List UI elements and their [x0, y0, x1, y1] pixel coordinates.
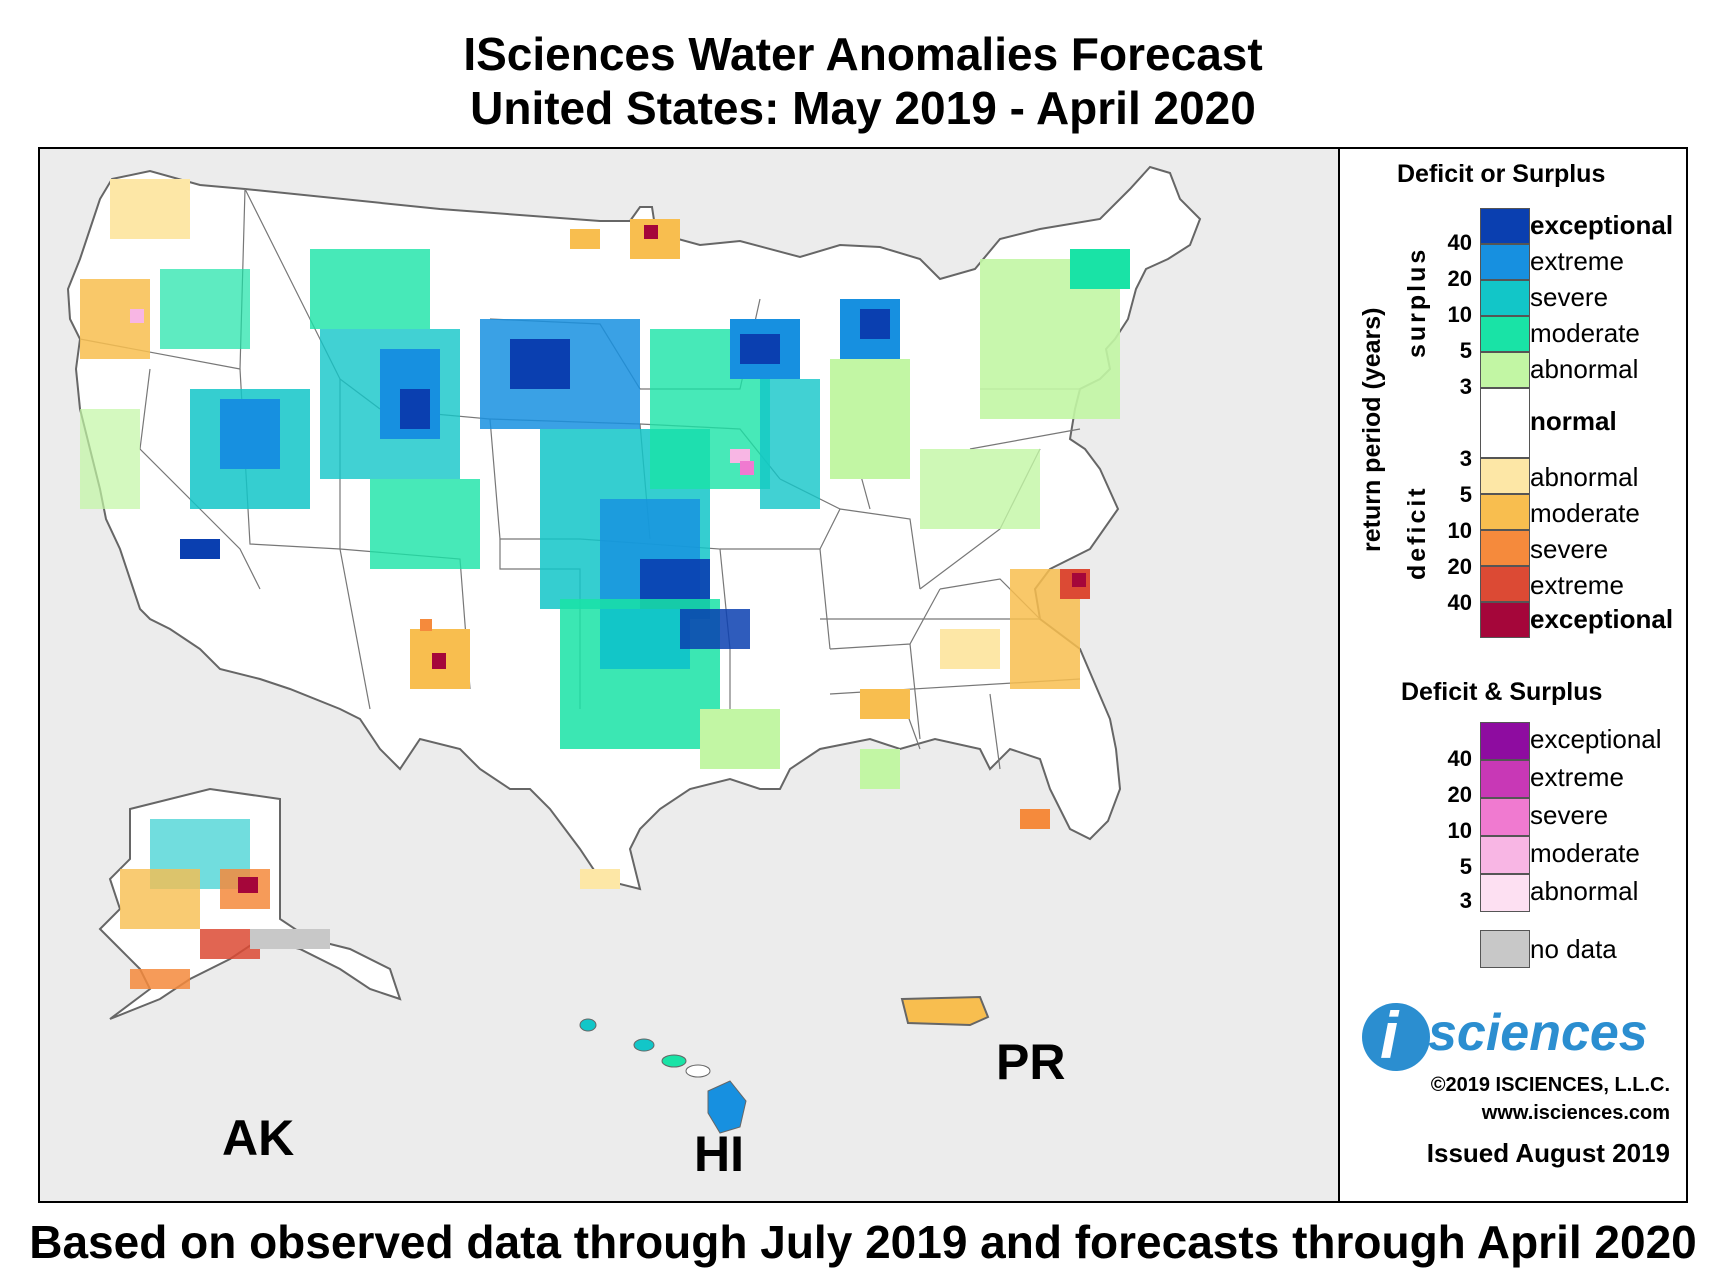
swatch-normal [1480, 388, 1530, 458]
legend-title-deficit-and-surplus: Deficit & Surplus [1401, 678, 1603, 706]
swatch-surplus-extreme [1480, 244, 1530, 280]
swatch-deficit-moderate [1480, 494, 1530, 530]
issued-date: Issued August 2019 [1426, 1138, 1670, 1168]
tick-deficit-5: 5 [1459, 482, 1472, 507]
alaska-label: AK [222, 1110, 295, 1166]
isciences-logo-icon [1362, 1003, 1430, 1071]
legend-deficit-label: deficit [1403, 485, 1431, 580]
tick-deficit-20: 20 [1447, 554, 1472, 579]
legend-label-deficit-extreme: extreme [1530, 570, 1624, 600]
swatch-both-exceptional [1480, 722, 1530, 760]
swatch-both-moderate [1480, 836, 1530, 874]
swatch-surplus-severe [1480, 280, 1530, 316]
swatch-both-abnormal [1480, 874, 1530, 912]
legend-label-deficit-moderate: moderate [1530, 498, 1640, 528]
tick-deficit-3: 3 [1459, 446, 1472, 471]
swatch-deficit-abnormal [1480, 458, 1530, 494]
figure-frame [38, 147, 1688, 1203]
tick-both-20: 20 [1447, 782, 1472, 807]
legend-label-deficit-severe: severe [1530, 534, 1609, 564]
legend-label-both-severe: severe [1530, 800, 1609, 830]
both-cells [130, 309, 754, 475]
legend-label-both-abnormal: abnormal [1530, 876, 1639, 906]
tick-surplus-3: 3 [1459, 374, 1472, 399]
swatch-deficit-severe [1480, 530, 1530, 566]
legend-label-normal: normal [1530, 406, 1617, 436]
logo-wordmark: sciences [1428, 1004, 1648, 1062]
swatch-both-severe [1480, 798, 1530, 836]
legend-label-surplus-exceptional: exceptional [1530, 210, 1674, 240]
tick-both-3: 3 [1459, 888, 1472, 913]
legend-label-deficit-exceptional: exceptional [1530, 604, 1674, 634]
legend-divider [1338, 149, 1340, 1201]
legend-label-both-exceptional: exceptional [1530, 724, 1662, 754]
legend-label-surplus-abnormal: abnormal [1530, 354, 1639, 384]
legend-axis-label: return period (years) [1358, 307, 1386, 552]
legend-label-surplus-severe: severe [1530, 282, 1609, 312]
hawaii-islands [579, 1018, 747, 1134]
tick-deficit-10: 10 [1447, 518, 1472, 543]
map-panel [40, 149, 1338, 1201]
tick-deficit-40: 40 [1447, 590, 1472, 615]
anomaly-map [66, 165, 1202, 1134]
swatch-surplus-exceptional [1480, 208, 1530, 244]
tick-surplus-40: 40 [1447, 230, 1472, 255]
tick-surplus-20: 20 [1447, 266, 1472, 291]
swatch-surplus-moderate [1480, 316, 1530, 352]
legend-label-surplus-extreme: extreme [1530, 246, 1624, 276]
legend-surplus-label: surplus [1403, 246, 1431, 358]
swatch-deficit-exceptional [1480, 602, 1530, 638]
swatch-both-extreme [1480, 760, 1530, 798]
puerto-rico-label: PR [996, 1034, 1066, 1090]
swatch-deficit-extreme [1480, 566, 1530, 602]
tick-surplus-5: 5 [1459, 338, 1472, 363]
footer-note: Based on observed data through July 2019… [29, 1216, 1697, 1268]
legend-label-no-data: no data [1530, 934, 1617, 964]
tick-both-10: 10 [1447, 818, 1472, 843]
tick-both-5: 5 [1459, 854, 1472, 879]
map-title: ISciences Water Anomalies Forecast [463, 28, 1263, 80]
website-text: www.isciences.com [1481, 1102, 1670, 1124]
legend-label-both-extreme: extreme [1530, 762, 1624, 792]
legend-title-deficit-or-surplus: Deficit or Surplus [1397, 160, 1606, 188]
logo-i-glyph: i [1380, 998, 1399, 1072]
legend-label-both-moderate: moderate [1530, 838, 1640, 868]
hawaii-label: HI [694, 1126, 744, 1182]
tick-surplus-10: 10 [1447, 302, 1472, 327]
map-subtitle: United States: May 2019 - April 2020 [470, 82, 1256, 134]
legend-label-surplus-moderate: moderate [1530, 318, 1640, 348]
puerto-rico-landmass [900, 995, 990, 1027]
surplus-cells [80, 249, 1130, 789]
legend-label-deficit-abnormal: abnormal [1530, 462, 1639, 492]
tick-both-40: 40 [1447, 746, 1472, 771]
swatch-no-data [1480, 930, 1530, 968]
copyright-text: ©2019 ISCIENCES, L.L.C. [1430, 1074, 1670, 1096]
swatch-surplus-abnormal [1480, 352, 1530, 388]
